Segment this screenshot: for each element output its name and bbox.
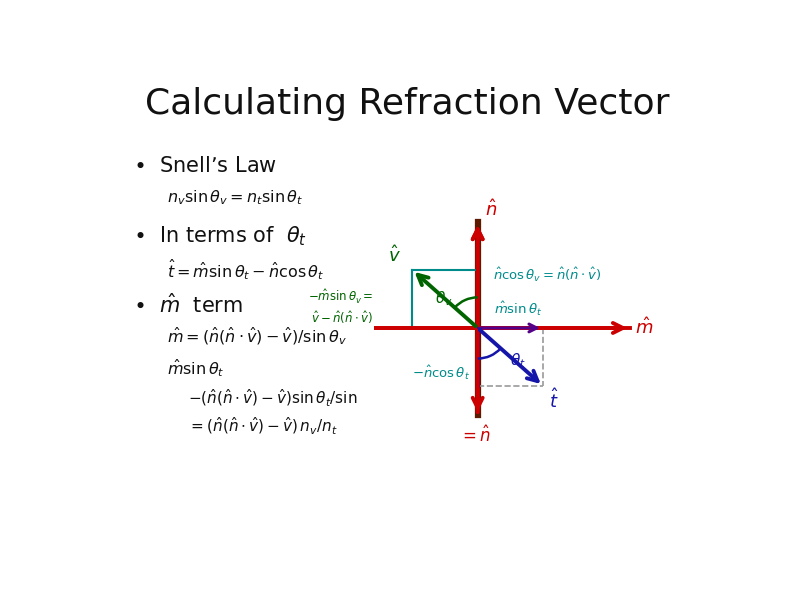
Text: $-\hat{n}\cos\theta_t$: $-\hat{n}\cos\theta_t$ [412,364,470,383]
Text: $\hat{n}$: $\hat{n}$ [485,199,497,220]
Text: $\theta_t$: $\theta_t$ [510,352,526,370]
Text: $\hat{m}\sin\theta_t$: $\hat{m}\sin\theta_t$ [167,358,225,380]
Text: $- (\hat{n}(\hat{n}\cdot\hat{v}) - \hat{v})\sin\theta_t / \sin$: $- (\hat{n}(\hat{n}\cdot\hat{v}) - \hat{… [188,387,358,409]
Text: $\bullet$  In terms of  $\theta_t$: $\bullet$ In terms of $\theta_t$ [133,225,307,249]
Text: $= (\hat{n}(\hat{n}\cdot\hat{v}) - \hat{v})\, n_v/n_t$: $= (\hat{n}(\hat{n}\cdot\hat{v}) - \hat{… [188,416,338,437]
Text: $\hat{m} = (\hat{n}(\hat{n}\cdot\hat{v}) - \hat{v})/\sin\theta_v$: $\hat{m} = (\hat{n}(\hat{n}\cdot\hat{v})… [167,325,347,347]
Text: $n_v \sin\theta_v = n_t \sin\theta_t$: $n_v \sin\theta_v = n_t \sin\theta_t$ [167,188,303,207]
Text: Calculating Refraction Vector: Calculating Refraction Vector [145,87,669,121]
Text: $\hat{n}\cos\theta_v = \hat{n}(\hat{n}\cdot\hat{v})$: $\hat{n}\cos\theta_v = \hat{n}(\hat{n}\c… [493,266,601,284]
Text: $\hat{m}$: $\hat{m}$ [635,318,653,339]
Text: $\hat{v}$: $\hat{v}$ [388,246,401,267]
Text: $-\hat{m}\sin\theta_v =$
$\hat{v} - \hat{n}(\hat{n}\cdot\hat{v})$: $-\hat{m}\sin\theta_v =$ $\hat{v} - \hat… [308,288,373,325]
Text: $=\hat{n}$: $=\hat{n}$ [459,425,491,446]
Text: $\hat{t} = \hat{m}\sin\theta_t - \hat{n}\cos\theta_t$: $\hat{t} = \hat{m}\sin\theta_t - \hat{n}… [167,257,325,281]
Text: $\theta_v$: $\theta_v$ [435,289,453,308]
Text: $\hat{t}$: $\hat{t}$ [549,388,559,412]
Text: $\hat{m}\sin\theta_t$: $\hat{m}\sin\theta_t$ [495,300,542,318]
Text: $\bullet$  Snell’s Law: $\bullet$ Snell’s Law [133,156,277,176]
Text: $\bullet$  $\hat{m}$  term: $\bullet$ $\hat{m}$ term [133,293,243,317]
